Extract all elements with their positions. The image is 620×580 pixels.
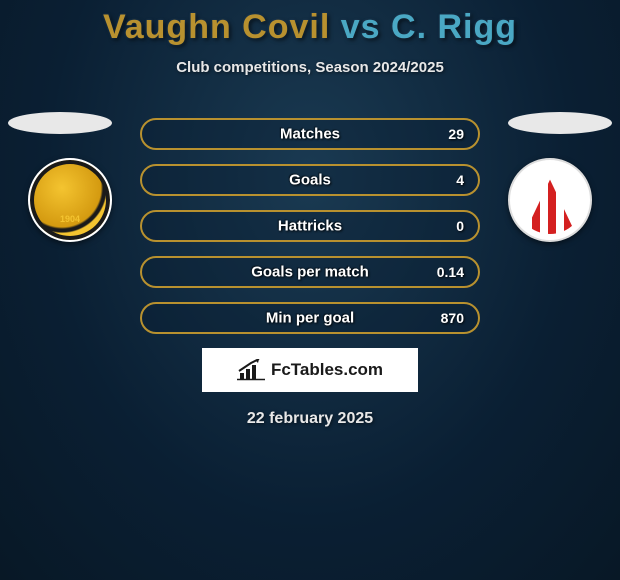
stat-label: Min per goal — [266, 310, 354, 327]
stat-row: Goals per match 0.14 — [140, 256, 480, 288]
stat-value: 0.14 — [437, 264, 464, 280]
stat-value: 870 — [441, 310, 464, 326]
branding-text: FcTables.com — [271, 360, 383, 380]
stat-value: 0 — [456, 218, 464, 234]
stat-row: Matches 29 — [140, 118, 480, 150]
stat-label: Goals — [289, 172, 331, 189]
page-title: Vaughn Covil vs C. Rigg — [0, 0, 620, 47]
stat-label: Goals per match — [251, 264, 369, 281]
stat-value: 29 — [448, 126, 464, 142]
branding-box[interactable]: FcTables.com — [202, 348, 418, 392]
stat-value: 4 — [456, 172, 464, 188]
stat-label: Matches — [280, 126, 340, 143]
player1-name: Vaughn Covil — [103, 8, 330, 46]
date-text: 22 february 2025 — [0, 410, 620, 428]
chart-icon — [237, 359, 265, 381]
player2-club-badge — [508, 158, 592, 242]
player1-avatar-placeholder — [8, 112, 112, 134]
stats-area: Matches 29 Goals 4 Hattricks 0 Goals per match… — [0, 118, 620, 428]
vs-text: vs — [341, 8, 381, 46]
stat-row: Goals 4 — [140, 164, 480, 196]
player2-name: C. Rigg — [391, 8, 517, 46]
player1-club-badge — [28, 158, 112, 242]
stat-row: Hattricks 0 — [140, 210, 480, 242]
stat-label: Hattricks — [278, 218, 342, 235]
stats-list: Matches 29 Goals 4 Hattricks 0 Goals per match… — [140, 118, 480, 334]
competition-subtitle: Club competitions, Season 2024/2025 — [0, 59, 620, 76]
stat-row: Min per goal 870 — [140, 302, 480, 334]
player2-avatar-placeholder — [508, 112, 612, 134]
